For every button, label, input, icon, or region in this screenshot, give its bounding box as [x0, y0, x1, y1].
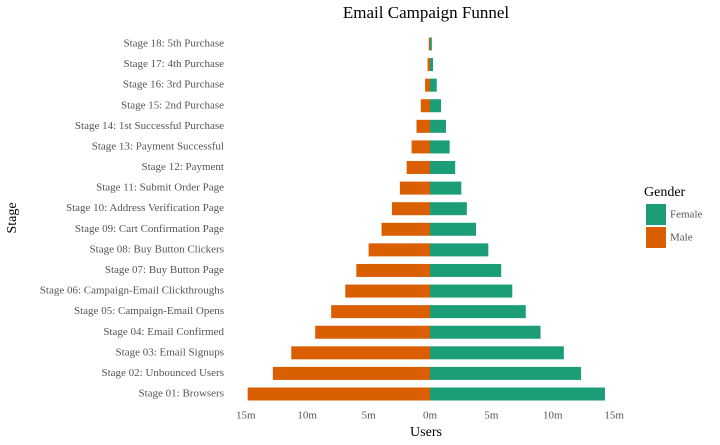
bar	[425, 78, 430, 92]
bar	[430, 78, 437, 92]
bar	[430, 140, 450, 154]
chart-title: Email Campaign Funnel	[343, 3, 509, 22]
bar	[411, 140, 430, 154]
bar	[406, 161, 430, 175]
y-tick-label: Stage 10: Address Verification Page	[66, 202, 224, 214]
y-tick-label: Stage 17: 4th Purchase	[123, 58, 224, 70]
bar	[430, 243, 489, 257]
legend-swatch	[646, 204, 666, 225]
bar	[427, 58, 430, 72]
bar	[272, 366, 430, 380]
bar	[430, 346, 564, 360]
bar	[430, 37, 432, 51]
y-axis-title: Stage	[5, 202, 20, 233]
y-tick-label: Stage 03: Email Signups	[116, 346, 224, 358]
y-tick-label: Stage 06: Campaign-Email Clickthroughs	[40, 285, 224, 297]
legend-swatch	[646, 227, 666, 248]
y-tick-label: Stage 15: 2nd Purchase	[121, 99, 224, 111]
y-tick-label: Stage 05: Campaign-Email Opens	[74, 305, 224, 317]
bar	[430, 387, 605, 401]
bar	[430, 263, 502, 277]
bar	[315, 325, 430, 339]
x-tick-label: 5m	[484, 410, 499, 422]
bar	[247, 387, 430, 401]
y-tick-label: Stage 01: Browsers	[138, 388, 224, 400]
y-tick-label: Stage 16: 3rd Purchase	[123, 79, 224, 91]
y-tick-label: Stage 18: 5th Purchase	[123, 38, 224, 50]
legend-label: Male	[670, 232, 693, 244]
x-tick-label: 10m	[543, 410, 563, 422]
x-tick-label: 10m	[297, 410, 317, 422]
bar	[356, 263, 430, 277]
y-tick-label: Stage 14: 1st Successful Purchase	[75, 120, 224, 132]
x-axis-title: Users	[410, 425, 442, 440]
bar	[291, 346, 430, 360]
y-tick-label: Stage 08: Buy Button Clickers	[90, 243, 224, 255]
y-tick-label: Stage 04: Email Confirmed	[103, 326, 224, 338]
legend-label: Female	[670, 209, 702, 221]
bar	[430, 161, 456, 175]
legend-title: Gender	[644, 185, 686, 200]
x-tick-label: 15m	[604, 410, 624, 422]
bar	[416, 119, 430, 133]
bar	[391, 202, 430, 216]
bar	[430, 181, 462, 195]
bar	[399, 181, 430, 195]
bar	[430, 222, 477, 236]
y-tick-label: Stage 12: Payment	[142, 161, 225, 173]
bar	[430, 325, 541, 339]
bar	[430, 119, 446, 133]
bar	[331, 305, 430, 319]
y-tick-label: Stage 13: Payment Successful	[92, 140, 224, 152]
bar	[420, 99, 430, 113]
y-tick-label: Stage 11: Submit Order Page	[96, 182, 224, 194]
bar	[430, 284, 513, 298]
x-tick-label: 0m	[423, 410, 438, 422]
bar	[430, 58, 434, 72]
bar	[428, 37, 430, 51]
y-tick-label: Stage 07: Buy Button Page	[105, 264, 224, 276]
y-tick-label: Stage 02: Unbounced Users	[101, 367, 224, 379]
bar	[381, 222, 430, 236]
y-tick-label: Stage 09: Cart Confirmation Page	[75, 223, 224, 235]
bar	[430, 305, 526, 319]
bar	[430, 366, 582, 380]
x-tick-label: 15m	[236, 410, 256, 422]
bar	[345, 284, 430, 298]
bar	[430, 99, 442, 113]
bar	[430, 202, 467, 216]
x-tick-label: 5m	[362, 410, 377, 422]
bar	[368, 243, 430, 257]
